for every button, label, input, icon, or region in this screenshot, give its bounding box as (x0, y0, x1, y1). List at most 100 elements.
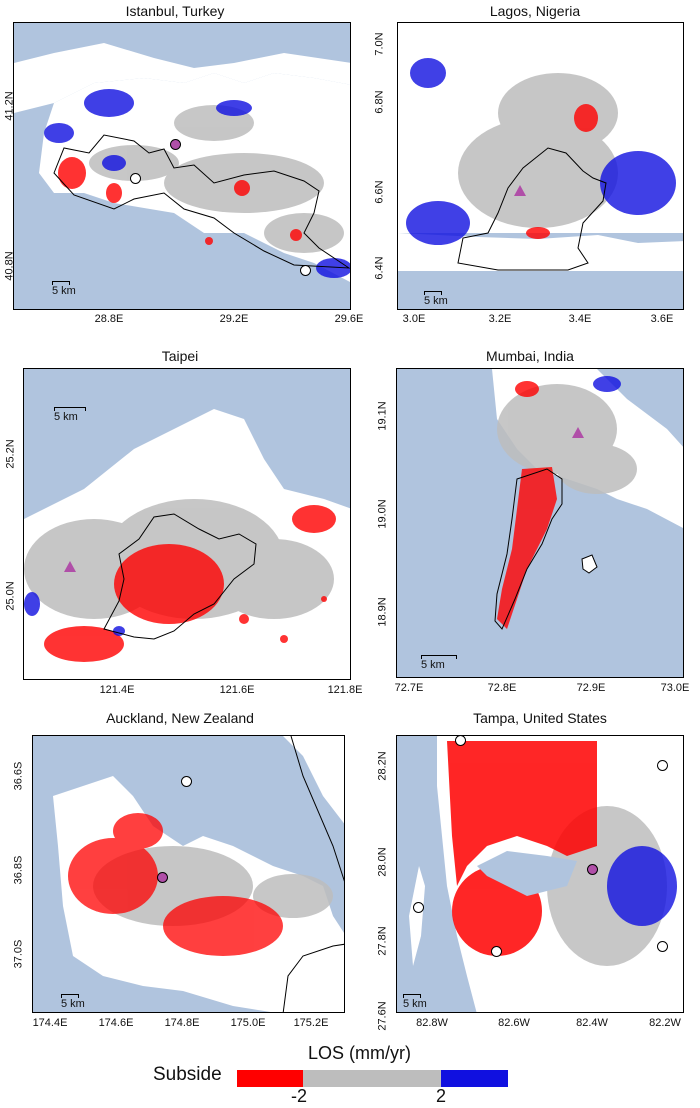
land-north (14, 43, 350, 113)
scale-label: 5 km (54, 411, 78, 423)
scatter-subsidence (526, 104, 598, 239)
colorbar-tick-high: 2 (436, 1086, 447, 1106)
city-boundary (494, 468, 563, 630)
scale-bar: 5 km (424, 291, 448, 307)
x-tick-label: 72.7E (394, 682, 424, 694)
x-tick-label: 73.0E (660, 682, 690, 694)
city-boundary (457, 147, 607, 271)
scale-bar: 5 km (403, 994, 427, 1010)
x-tick-label: 3.6E (650, 313, 674, 325)
x-tick-label: 29.6E (334, 313, 364, 325)
marker-triangle (64, 561, 76, 572)
y-tick-label: 40.8N (3, 251, 16, 281)
colorbar-subside (237, 1070, 303, 1087)
scale-bar: 5 km (61, 994, 85, 1010)
land-lagoon (398, 233, 683, 271)
x-tick-label: 82.8W (416, 1017, 448, 1029)
land-north (33, 736, 344, 824)
scale-bar: 5 km (421, 655, 457, 671)
map-taipei: 5 km (23, 368, 351, 680)
panel-title: Lagos, Nigeria (489, 3, 581, 19)
legend-title: LOS (mm/yr) (308, 1043, 411, 1063)
x-tick-label: 121.6E (219, 684, 255, 696)
region-boundary (282, 943, 344, 1012)
scatter-uplift (593, 376, 621, 392)
y-tick-label: 27.8N (376, 926, 389, 956)
scale-label: 5 km (52, 285, 76, 297)
x-tick-label: 175.0E (230, 1017, 266, 1029)
scale-bar: 5 km (54, 407, 86, 423)
map-tampa: 5 km (396, 735, 684, 1013)
y-tick-label: 6.4N (373, 256, 386, 280)
y-tick-label: 19.1N (376, 401, 389, 431)
colorbar-tick-low: -2 (291, 1086, 308, 1106)
scale-label: 5 km (421, 659, 445, 671)
x-tick-label: 175.2E (293, 1017, 329, 1029)
y-tick-label: 6.8N (373, 90, 386, 114)
panel-title: Mumbai, India (486, 348, 574, 364)
marker-triangle (514, 185, 526, 196)
marker-triangle (572, 427, 584, 438)
y-tick-label: 27.6N (376, 1001, 389, 1031)
island-outline (581, 554, 598, 574)
y-tick-label: 28.0N (376, 847, 389, 877)
scatter-stable (458, 73, 618, 228)
marker-circle (170, 139, 181, 150)
marker-circle (455, 736, 466, 746)
scale-label: 5 km (424, 295, 448, 307)
marker-circle (130, 173, 141, 184)
y-tick-label: 41.2N (3, 91, 16, 121)
x-tick-label: 3.2E (488, 313, 512, 325)
scale-bar: 5 km (52, 281, 76, 297)
marker-circle (657, 941, 668, 952)
scatter-subsidence (44, 505, 336, 662)
x-tick-label: 121.8E (327, 684, 363, 696)
scatter-uplift (44, 89, 350, 278)
scale-label: 5 km (403, 998, 427, 1010)
x-tick-label: 121.4E (99, 684, 135, 696)
marker-circle (181, 776, 192, 787)
x-tick-label: 174.6E (98, 1017, 134, 1029)
panel-title: Tampa, United States (473, 710, 607, 726)
scatter-stable (497, 384, 637, 494)
y-tick-label: 28.2N (376, 751, 389, 781)
colorbar-stable (303, 1070, 441, 1087)
y-tick-label: 37.0S (12, 939, 25, 969)
x-tick-label: 29.2E (219, 313, 249, 325)
y-tick-label: 6.6N (373, 180, 386, 204)
land-island (409, 866, 425, 966)
marker-circle (587, 864, 598, 875)
map-mumbai: 5 km (396, 368, 684, 678)
scatter-subsidence (68, 813, 283, 956)
scatter-uplift (607, 846, 677, 926)
scatter-uplift (406, 58, 676, 245)
y-tick-label: 25.2N (4, 439, 17, 469)
x-tick-label: 82.6W (498, 1017, 530, 1029)
y-tick-label: 7.0N (373, 32, 386, 56)
colorbar-uplift (441, 1070, 508, 1087)
city-boundary (103, 513, 257, 640)
panel-title: Auckland, New Zealand (106, 710, 254, 726)
bay-water (477, 851, 577, 896)
x-tick-label: 82.4W (576, 1017, 608, 1029)
y-tick-label: 19.0N (376, 499, 389, 529)
x-tick-label: 174.8E (164, 1017, 200, 1029)
x-tick-label: 3.0E (402, 313, 426, 325)
map-auckland: 5 km (32, 735, 345, 1013)
y-tick-label: 36.8S (12, 855, 25, 885)
y-tick-label: 25.0N (4, 581, 17, 611)
marker-circle (413, 902, 424, 913)
panel-title: Taipei (161, 348, 199, 364)
y-tick-label: 36.6S (12, 761, 25, 791)
x-tick-label: 72.8E (487, 682, 517, 694)
x-tick-label: 82.2W (649, 1017, 681, 1029)
panel-title: Istanbul, Turkey (125, 3, 225, 19)
marker-circle (657, 760, 668, 771)
scatter-subsidence (58, 157, 302, 245)
map-lagos: 5 km (397, 22, 684, 310)
marker-circle (157, 872, 168, 883)
scale-label: 5 km (61, 998, 85, 1010)
y-tick-label: 18.9N (376, 597, 389, 627)
marker-circle (491, 946, 502, 957)
region-boundary (290, 736, 344, 882)
